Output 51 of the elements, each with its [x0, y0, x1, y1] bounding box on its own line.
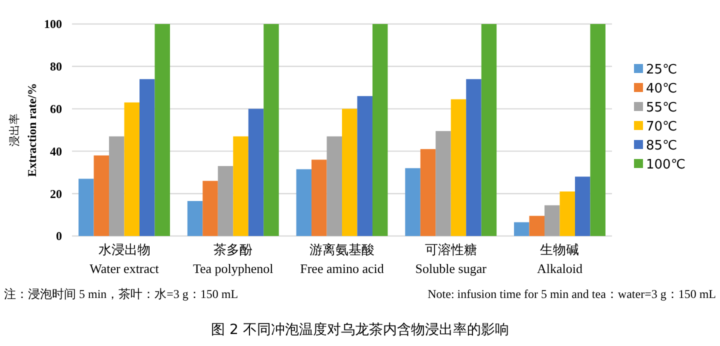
bar [514, 222, 530, 236]
bar [590, 24, 606, 236]
bar [140, 79, 155, 236]
x-tick-label: 生物碱 Alkaloid [536, 242, 583, 276]
bar [264, 24, 279, 236]
bar [574, 176, 590, 236]
y-tick-label: 100 [44, 17, 62, 32]
bar [109, 136, 124, 236]
bar [78, 178, 94, 236]
x-tick-label: 游离氨基酸 Free amino acid [300, 242, 384, 276]
bar [187, 201, 203, 236]
bar [218, 166, 234, 236]
bar [405, 168, 420, 236]
bar [420, 149, 436, 236]
y-tick-label: 60 [50, 102, 62, 116]
legend-label: 40℃ [646, 82, 678, 97]
legend-label: 55℃ [646, 100, 678, 116]
bar [466, 79, 482, 236]
bar [342, 108, 358, 236]
x-tick-label: 可溶性糖 Soluble sugar [415, 242, 488, 276]
bar [560, 191, 575, 236]
bar [481, 24, 497, 236]
bar [296, 169, 312, 236]
y-axis-title: 浸出率 Extraction rate/% [8, 83, 40, 177]
bar [124, 102, 140, 236]
bar [436, 131, 451, 236]
legend-label: 85℃ [646, 138, 678, 154]
x-tick-label: 茶多酚 Tea polyphenol [192, 242, 274, 276]
bar [529, 216, 544, 236]
y-tick-label: 0 [56, 229, 62, 244]
bar [248, 108, 264, 236]
bar [450, 99, 466, 236]
bar [357, 96, 372, 236]
bar [312, 160, 327, 236]
bar [326, 136, 342, 236]
text: Note: infusion time for 5 min and tea：water=3 g：150 mL [428, 287, 716, 301]
y-tick-label: 20 [50, 186, 62, 201]
bar [372, 24, 388, 236]
bar [94, 155, 110, 236]
legend-label: 100℃ [646, 158, 686, 173]
text: 图 2 不同冲泡温度对乌龙茶内含物浸出率的影响 [211, 322, 509, 338]
text: 注：浸泡时间 5 min，茶叶：水=3 g：150 mL [4, 287, 238, 301]
y-tick-label: 40 [50, 144, 62, 158]
legend-label: 70℃ [646, 120, 678, 135]
bar [202, 180, 218, 236]
legend-label: 25℃ [646, 62, 678, 78]
bar [544, 205, 560, 236]
x-tick-label: 水浸出物 Water extract [90, 242, 160, 276]
y-tick-label: 80 [50, 60, 62, 74]
bar [233, 136, 248, 236]
bar [154, 24, 170, 236]
